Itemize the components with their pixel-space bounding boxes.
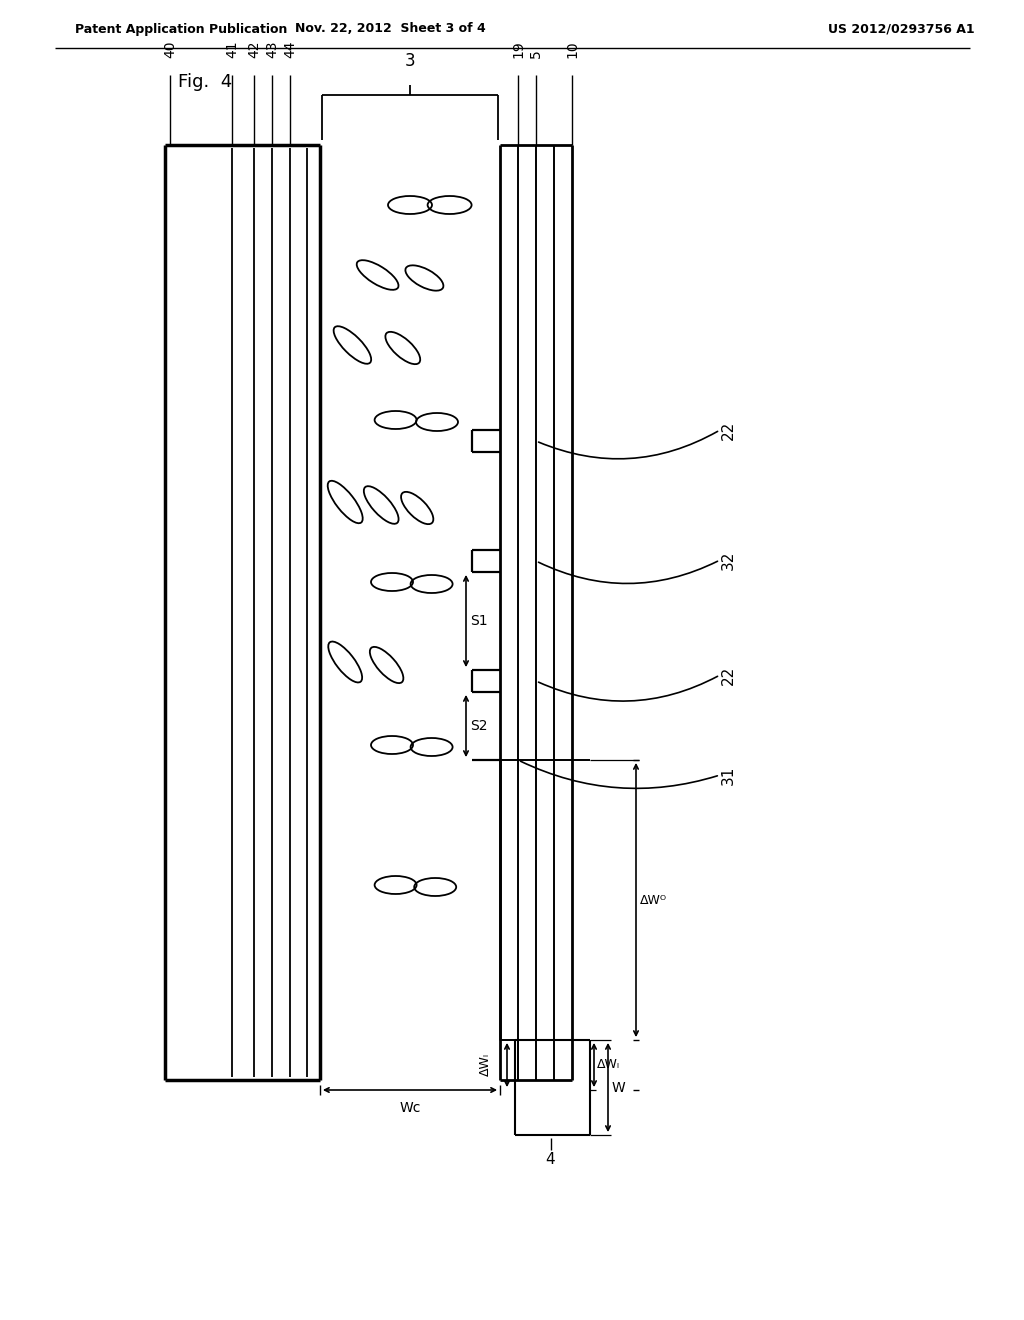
Text: W: W bbox=[612, 1081, 626, 1094]
Text: Wc: Wc bbox=[399, 1101, 421, 1115]
Text: 4: 4 bbox=[546, 1152, 555, 1167]
Text: Fig.  4: Fig. 4 bbox=[178, 73, 232, 91]
Text: S1: S1 bbox=[470, 614, 487, 628]
Text: 43: 43 bbox=[265, 41, 279, 58]
Text: 22: 22 bbox=[721, 420, 735, 440]
Text: Patent Application Publication: Patent Application Publication bbox=[75, 22, 288, 36]
Text: 44: 44 bbox=[283, 41, 297, 58]
Text: 32: 32 bbox=[721, 550, 735, 570]
Text: 3: 3 bbox=[404, 51, 416, 70]
Text: S2: S2 bbox=[470, 719, 487, 733]
Text: ΔWₗ: ΔWₗ bbox=[597, 1059, 620, 1072]
Text: 22: 22 bbox=[721, 665, 735, 685]
Text: 42: 42 bbox=[247, 41, 261, 58]
Text: 5: 5 bbox=[529, 49, 543, 58]
Text: ΔWᴼ: ΔWᴼ bbox=[640, 894, 667, 907]
Text: Nov. 22, 2012  Sheet 3 of 4: Nov. 22, 2012 Sheet 3 of 4 bbox=[295, 22, 485, 36]
Text: ΔWₗ: ΔWₗ bbox=[478, 1053, 492, 1077]
Text: 40: 40 bbox=[163, 41, 177, 58]
Text: 19: 19 bbox=[511, 40, 525, 58]
Text: 41: 41 bbox=[225, 41, 239, 58]
Text: US 2012/0293756 A1: US 2012/0293756 A1 bbox=[828, 22, 975, 36]
Text: 10: 10 bbox=[565, 41, 579, 58]
Text: 31: 31 bbox=[721, 766, 735, 784]
